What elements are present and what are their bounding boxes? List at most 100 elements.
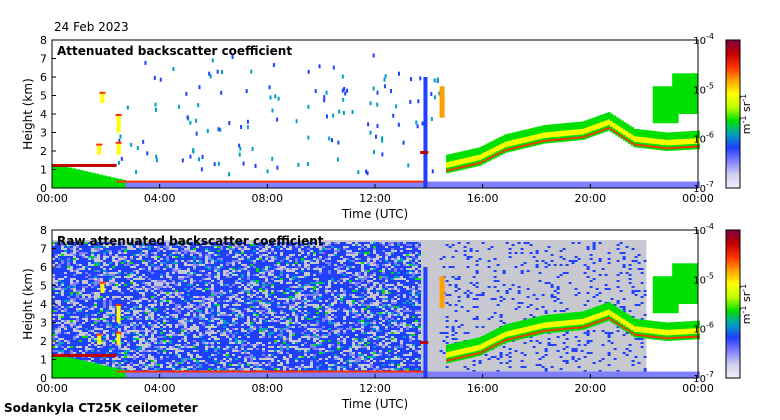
- noise-cell: [130, 344, 133, 346]
- noise-cell: [244, 354, 247, 356]
- noise-cell: [253, 348, 256, 350]
- cloud-cell: [592, 132, 596, 135]
- noise-cell: [52, 352, 55, 354]
- echo-cell: [219, 127, 222, 132]
- noise-cell: [139, 282, 142, 284]
- noise-cell: [226, 322, 229, 324]
- ground-cell: [451, 181, 456, 188]
- noise-cell: [166, 286, 169, 288]
- noise-cell: [67, 326, 70, 328]
- noise-cell: [268, 368, 271, 370]
- echo-cell: [251, 146, 254, 151]
- noise-cell: [151, 258, 154, 260]
- noise-cell: [226, 350, 229, 352]
- noise-cell: [271, 280, 274, 282]
- noise-cell: [145, 270, 148, 272]
- echo-cell: [384, 74, 387, 79]
- noise-cell: [274, 288, 277, 290]
- noise-cell: [208, 280, 211, 282]
- noise-cell: [220, 288, 223, 290]
- cloud-cell: [469, 156, 473, 163]
- noise-cell: [259, 264, 262, 266]
- echo-cell: [314, 89, 317, 94]
- ground-cell: [230, 181, 235, 188]
- noise-cell: [244, 320, 247, 322]
- noise-cell: [76, 250, 79, 252]
- noise-cell: [61, 282, 64, 284]
- ground-cell: [652, 181, 658, 188]
- noise-cell: [184, 286, 187, 288]
- noise-cell: [217, 302, 220, 304]
- noise-cell: [64, 246, 67, 248]
- noise-cell: [250, 334, 253, 336]
- noise-cell: [61, 316, 64, 318]
- noise-cell: [295, 358, 298, 360]
- noise-cell: [124, 284, 127, 286]
- noise-cell: [181, 302, 184, 304]
- noise-cell: [97, 324, 100, 326]
- noise-cell: [157, 310, 160, 312]
- noise-cell: [118, 250, 121, 252]
- noise-cell: [130, 312, 133, 314]
- noise-cell: [259, 268, 262, 270]
- noise-cell: [82, 336, 85, 338]
- noise-cell: [76, 260, 79, 262]
- noise-cell: [58, 294, 61, 296]
- noise-cell: [202, 364, 205, 366]
- noise-cell: [121, 264, 124, 266]
- echo-cell: [228, 121, 231, 126]
- noise-cell: [115, 302, 118, 304]
- noise-cell: [175, 302, 178, 304]
- noise-cell: [262, 360, 265, 362]
- noise-cell: [118, 368, 121, 370]
- noise-cell: [145, 322, 148, 324]
- noise-cell: [196, 364, 199, 366]
- noise-cell: [277, 300, 280, 302]
- noise-cell: [280, 334, 283, 336]
- noise-cell: [139, 254, 142, 256]
- noise-cell: [199, 244, 202, 246]
- noise-cell: [292, 338, 295, 340]
- noise-cell: [196, 242, 199, 244]
- ground-cell: [443, 181, 448, 188]
- noise-cell: [298, 252, 301, 254]
- noise-cell: [64, 262, 67, 264]
- cloud-cell: [630, 141, 635, 144]
- noise-cell: [127, 334, 130, 336]
- noise-cell: [175, 286, 178, 288]
- noise-cell: [82, 330, 85, 332]
- noise-cell: [64, 296, 67, 298]
- noise-cell: [166, 318, 169, 320]
- noise-cell: [259, 328, 262, 330]
- noise-cell: [256, 328, 259, 330]
- noise-cell: [286, 354, 289, 356]
- noise-cell: [199, 252, 202, 254]
- echo-cell: [209, 74, 212, 79]
- noise-cell: [220, 336, 223, 338]
- noise-cell: [208, 364, 211, 366]
- noise-cell: [91, 274, 94, 276]
- noise-cell: [97, 250, 100, 252]
- noise-cell: [178, 250, 181, 252]
- noise-cell: [106, 308, 109, 310]
- echo-cell: [242, 161, 245, 166]
- noise-cell: [235, 290, 238, 292]
- noise-cell: [259, 246, 262, 248]
- noise-cell: [79, 300, 82, 302]
- noise-cell: [238, 354, 241, 356]
- noise-cell: [211, 358, 214, 360]
- noise-cell: [121, 300, 124, 302]
- noise-cell: [148, 254, 151, 256]
- noise-cell: [73, 336, 76, 338]
- cloud-cell: [496, 153, 500, 156]
- noise-cell: [277, 258, 280, 260]
- noise-cell: [301, 290, 304, 292]
- noise-cell: [157, 298, 160, 300]
- noise-cell: [223, 278, 226, 280]
- noise-cell: [193, 330, 196, 332]
- noise-cell: [187, 288, 190, 290]
- noise-cell: [106, 254, 109, 256]
- noise-cell: [67, 248, 70, 250]
- noise-cell: [76, 264, 79, 266]
- noise-cell: [190, 256, 193, 258]
